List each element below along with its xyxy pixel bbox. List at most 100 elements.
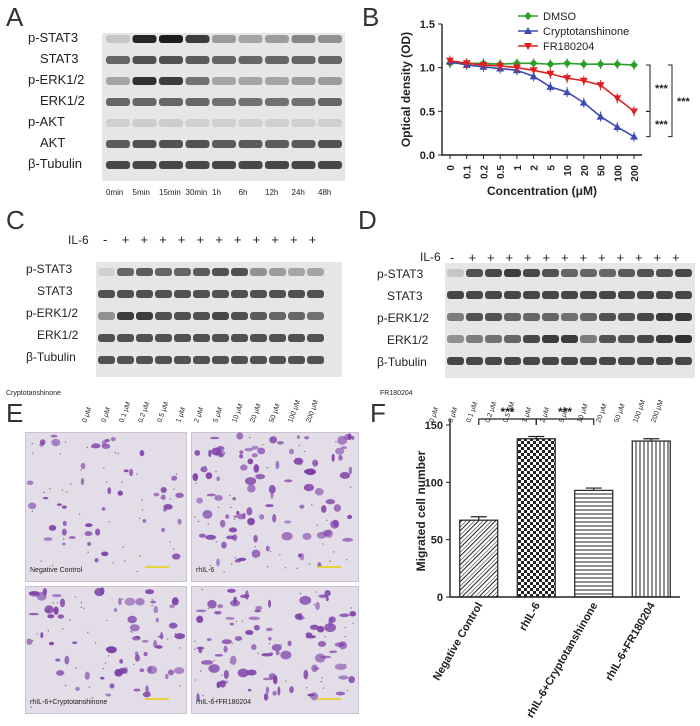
migrated-cell (196, 615, 204, 624)
panel-c-dose-label: 200 μM (305, 399, 321, 424)
migrated-cell (195, 609, 207, 613)
migrated-cell (146, 665, 158, 675)
migrated-cell (338, 454, 343, 461)
migrated-cell (259, 514, 265, 520)
membrane-pore (299, 592, 302, 595)
panel-a-time-label: 1h (212, 188, 221, 197)
panel-d-band (580, 269, 597, 277)
migrated-cell (192, 473, 199, 482)
panel-c-dose-label: 1 μM (174, 406, 187, 424)
panel-a-band (265, 98, 289, 106)
panel-d-band (637, 357, 654, 365)
membrane-pore (169, 498, 172, 500)
migrated-cell (150, 600, 156, 604)
panel-a-band (185, 98, 210, 106)
panel-a-band (212, 119, 236, 127)
chart-f-xtick-label: Negative Control (431, 601, 485, 683)
migrated-cell (247, 484, 256, 493)
migrated-cell (216, 681, 221, 689)
membrane-pore (86, 446, 88, 449)
migrated-cell (196, 693, 200, 702)
migrated-cell (265, 545, 270, 552)
panel-a-band (238, 56, 263, 64)
panel-d-protein-label: ERK1/2 (387, 333, 429, 347)
migrated-cell (309, 624, 319, 630)
membrane-pore (335, 440, 337, 443)
panel-c-band (269, 334, 286, 342)
panel-a-time-label: 24h (291, 188, 305, 197)
membrane-pore (80, 602, 83, 604)
panel-d-band (637, 335, 654, 343)
panel-c-band (155, 268, 172, 276)
migrated-cell (219, 680, 229, 684)
panel-d-protein-label: β-Tubulin (377, 355, 427, 369)
panel-a-protein-label: β-Tubulin (28, 156, 82, 171)
chart-b-xtick-label: 0.5 (496, 165, 507, 179)
migrated-cell (247, 458, 254, 465)
chart-f-bar (631, 440, 671, 598)
membrane-pore (32, 452, 34, 454)
migrated-cell (50, 434, 58, 438)
migrated-cell (303, 669, 309, 680)
membrane-pore (121, 598, 124, 600)
membrane-pore (223, 571, 225, 573)
panel-d-band (447, 357, 464, 365)
panel-d-band (504, 313, 521, 321)
membrane-pore (284, 567, 287, 569)
membrane-pore (117, 453, 119, 455)
panel-c-band (212, 334, 229, 342)
migrated-cell (168, 622, 178, 629)
migrated-cell (321, 505, 327, 513)
panel-d-sign: + (468, 250, 477, 265)
panel-letter-b: B (362, 2, 380, 32)
membrane-pore (344, 663, 346, 666)
membrane-pore (308, 635, 310, 638)
migrated-cell (276, 441, 284, 445)
migrated-cell (226, 535, 235, 540)
migrated-cell (117, 490, 123, 496)
chart-b-axes (441, 24, 642, 156)
membrane-pore (122, 546, 125, 548)
membrane-pore (234, 556, 237, 559)
chart-b-significance-bracket (646, 64, 651, 112)
migrated-cell (101, 507, 106, 511)
migrated-cell (119, 658, 124, 664)
migrated-cell (148, 666, 152, 673)
chart-b-ylabel: Optical density (OD) (399, 32, 413, 147)
migrated-cell (253, 624, 260, 631)
membrane-pore (52, 602, 54, 604)
membrane-pore (279, 554, 281, 556)
panel-c-band (155, 334, 172, 342)
panel-d-band (447, 291, 464, 299)
panel-d-band (542, 291, 559, 299)
membrane-pore (351, 436, 353, 438)
panel-d-sign: + (561, 250, 569, 265)
migrated-cell (299, 595, 312, 605)
migrated-cell (48, 525, 57, 531)
membrane-pore (103, 466, 105, 469)
migrated-cell (57, 614, 65, 619)
migrated-cell (124, 597, 136, 606)
panel-c-treatment-label: IL-6 (68, 233, 89, 247)
migrated-cell (324, 623, 336, 633)
membrane-pore (320, 680, 323, 683)
chart-b-ytick-label: 1.5 (420, 19, 435, 31)
panel-d-sign: + (653, 250, 662, 265)
migrated-cell (161, 527, 165, 532)
migrated-cell (143, 652, 148, 657)
migrated-cell (265, 686, 270, 694)
panel-a-protein-label: ERK1/2 (40, 93, 85, 108)
panel-c-sign: + (252, 232, 261, 247)
chart-b-point (479, 62, 488, 70)
panel-a-band (265, 35, 289, 43)
membrane-pore (30, 706, 32, 708)
migrated-cell (253, 534, 258, 543)
chart-b-point (563, 75, 572, 83)
migrated-cell (101, 551, 109, 557)
migrated-cell (209, 436, 220, 440)
panel-a-band (132, 35, 157, 43)
panel-a-band (238, 161, 263, 169)
migrated-cell (113, 608, 118, 612)
migrated-cell (303, 483, 315, 492)
membrane-pore (69, 619, 71, 621)
